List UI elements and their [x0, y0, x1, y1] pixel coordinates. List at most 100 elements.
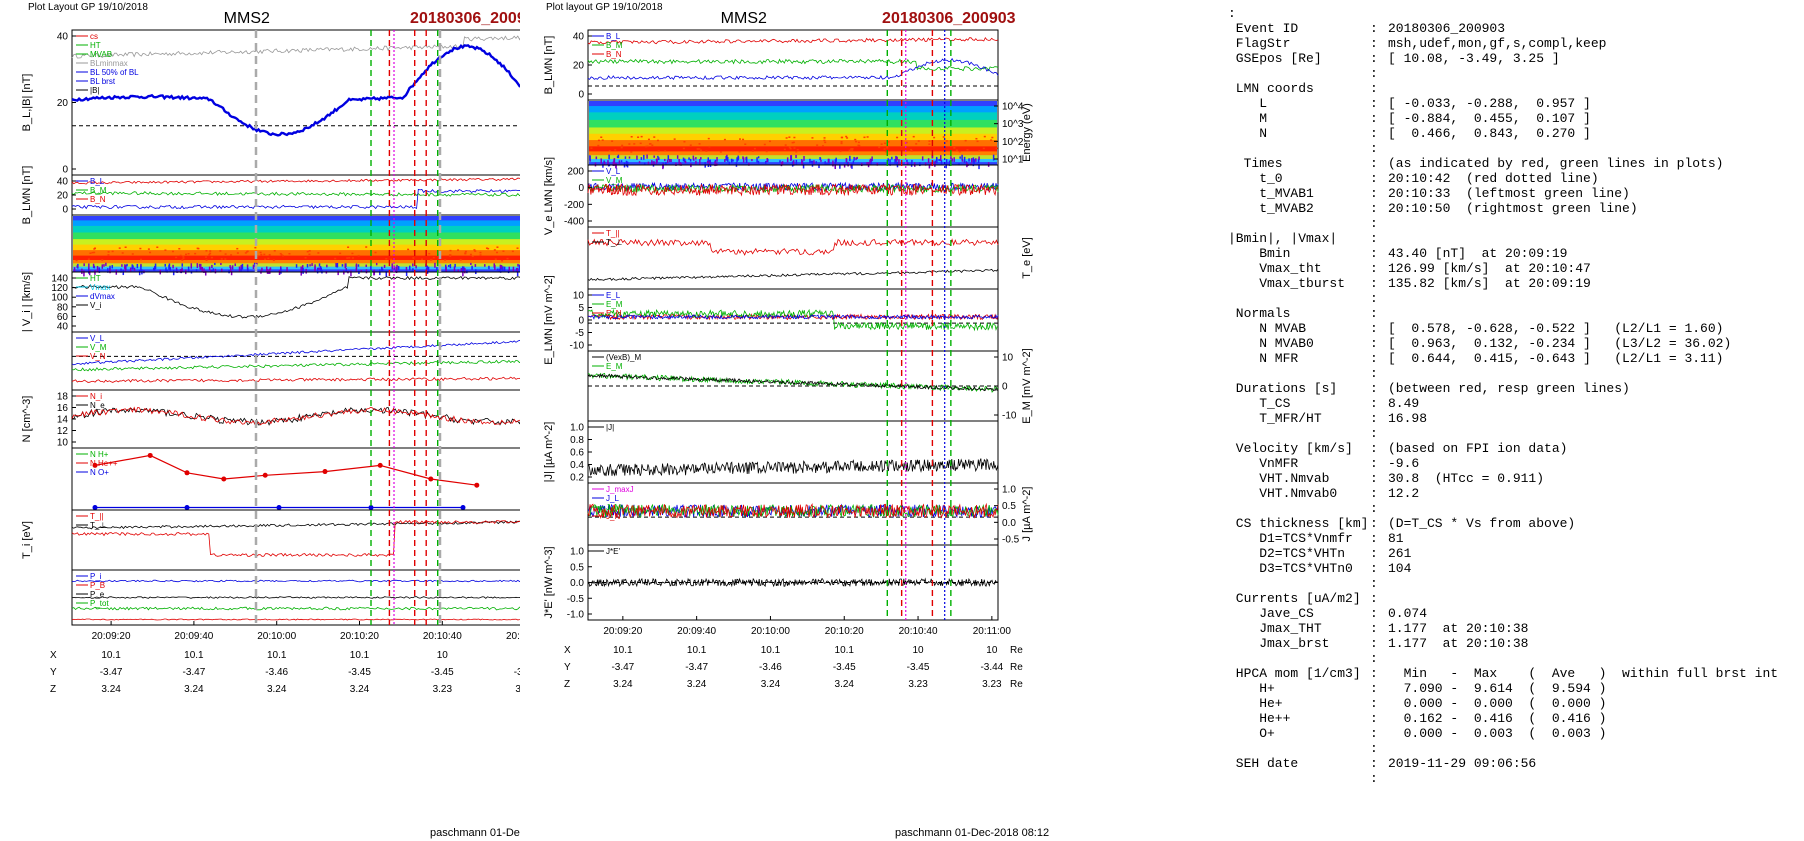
y-tick-label: -1.0 — [567, 610, 585, 621]
info-colon: : — [1370, 456, 1378, 471]
info-colon: : — [1370, 771, 1378, 786]
series-line — [587, 502, 999, 519]
info-value: [ 0.963, 0.132, -0.234 ] (L3/L2 = 36.02) — [1388, 336, 1732, 351]
y-axis-label: E_LMN [mV m^-2] — [543, 275, 555, 365]
info-row: : — [1228, 216, 1800, 231]
y-axis-label: T_i [eV] — [21, 521, 33, 559]
event-id-title: 20180306_200903 — [410, 10, 520, 27]
info-row: H+: 7.090 - 9.614 ( 9.594 ) — [1228, 681, 1800, 696]
info-colon: : — [1370, 756, 1378, 771]
info-value: 0.000 - 0.003 ( 0.003 ) — [1388, 726, 1607, 741]
legend-entry: dVmax — [90, 292, 115, 301]
series-line — [587, 36, 999, 45]
y-tick-label: 40 — [57, 322, 69, 333]
info-row: : — [1228, 426, 1800, 441]
info-row: N MVAB: [ 0.578, -0.628, -0.522 ] (L2/L1 … — [1228, 321, 1800, 336]
y-tick-label: 0 — [62, 165, 68, 176]
info-value: [ -0.033, -0.288, 0.957 ] — [1388, 96, 1591, 111]
position-label: X — [50, 650, 57, 661]
info-colon: : — [1370, 501, 1378, 516]
info-value: 20:10:50 (rightmost green line) — [1388, 201, 1638, 216]
info-key: |Bmin|, |Vmax| — [1228, 231, 1338, 246]
info-colon: : — [1370, 111, 1378, 126]
info-row: Durations [s]: (between red, resp green l… — [1228, 381, 1800, 396]
y-axis-label: B_L,|B| [nT] — [21, 74, 33, 132]
series-line — [71, 406, 520, 426]
info-row: Bmin:43.40 [nT] at 20:09:19 — [1228, 246, 1800, 261]
info-colon: : — [1370, 546, 1378, 561]
info-key: t_MVAB2 — [1228, 201, 1314, 216]
y-tick-label: 1.0 — [570, 547, 584, 558]
info-colon: : — [1370, 261, 1378, 276]
x-tick-label: 20:09:40 — [677, 626, 716, 637]
info-value: msh,udef,mon,gf,s,compl,keep — [1388, 36, 1607, 51]
x-tick-label: 20:10:20 — [825, 626, 864, 637]
legend-entry: P_tot — [90, 599, 109, 608]
info-colon: : — [1370, 366, 1378, 381]
y-tick-label: -5 — [575, 328, 584, 339]
y-tick-label: 0.0 — [570, 578, 584, 589]
y-tick-label: -10 — [570, 341, 585, 352]
info-colon: : — [1370, 126, 1378, 141]
y-tick-label: 0.5 — [1002, 501, 1016, 512]
series-line — [94, 454, 477, 486]
info-row: GSEpos [Re]: [ 10.08, -3.49, 3.25 ] — [1228, 51, 1800, 66]
info-key: FlagStr — [1228, 36, 1291, 51]
info-value: 20:10:42 (red dotted line) — [1388, 171, 1599, 186]
position-unit: Re — [1010, 679, 1023, 690]
info-colon: : — [1370, 396, 1378, 411]
position-value: -3.47 — [611, 662, 634, 673]
info-key: Vmax_tht — [1228, 261, 1322, 276]
y-axis-label: B_LMN [nT] — [543, 36, 555, 95]
info-colon: : — [1370, 486, 1378, 501]
legend-entry: P_B — [90, 581, 105, 590]
info-colon: : — [1370, 426, 1378, 441]
legend-entry: V_N — [90, 352, 106, 361]
y-tick-label: 140 — [51, 274, 68, 285]
y-axis-label: Energy (eV) — [1021, 103, 1033, 162]
info-key: Durations [s] — [1228, 381, 1338, 396]
series-line — [71, 520, 520, 530]
info-row: : — [1228, 771, 1800, 786]
info-row: SEH date:2019-11-29 09:06:56 — [1228, 756, 1800, 771]
y-tick-label: 10^3 — [1002, 119, 1024, 130]
position-value: 10 — [986, 645, 998, 656]
info-key: T_MFR/HT — [1228, 411, 1322, 426]
position-label: Z — [564, 679, 570, 690]
info-colon: : — [1370, 291, 1378, 306]
position-value: 10.1 — [101, 650, 121, 661]
position-value: 10 — [437, 650, 449, 661]
y-axis-label: T_e [eV] — [1021, 237, 1033, 279]
info-key: LMN coords — [1228, 81, 1314, 96]
info-colon: : — [1370, 696, 1378, 711]
info-key: M — [1228, 111, 1268, 126]
panel-frame — [587, 288, 999, 352]
y-tick-label: 0.5 — [570, 562, 584, 573]
info-row: Normals: — [1228, 306, 1800, 321]
info-colon: : — [1370, 471, 1378, 486]
y-tick-label: 0.0 — [1002, 518, 1016, 529]
info-value: 1.177 at 20:10:38 — [1388, 636, 1529, 651]
info-colon: : — [1370, 651, 1378, 666]
legend-entry: N He++ — [90, 459, 118, 468]
info-colon: : — [1370, 51, 1378, 66]
info-key: CS thickness [km] — [1228, 516, 1369, 531]
position-value: 10.1 — [184, 650, 204, 661]
series-line — [587, 183, 999, 194]
legend-entry: N_e — [90, 401, 105, 410]
series-line — [587, 182, 999, 197]
position-value: 10.1 — [761, 645, 781, 656]
position-value: 3.24 — [835, 679, 855, 690]
position-value: -3.45 — [431, 667, 454, 678]
y-tick-label: 0 — [578, 90, 584, 101]
legend-entry: MVAB — [90, 50, 112, 59]
x-tick-label: 20:11:00 — [506, 631, 520, 642]
position-label: Y — [564, 662, 571, 673]
info-colon: : — [1370, 96, 1378, 111]
info-value: 43.40 [nT] at 20:09:19 — [1388, 246, 1568, 261]
legend-entry: E_N — [606, 309, 622, 318]
y-axis-label: E_M [mV m^-2] — [1021, 348, 1033, 423]
footer-author: paschmann 01-Dec-2018 08:12 — [430, 827, 520, 839]
position-label: Y — [50, 667, 57, 678]
info-key: t_MVAB1 — [1228, 186, 1314, 201]
